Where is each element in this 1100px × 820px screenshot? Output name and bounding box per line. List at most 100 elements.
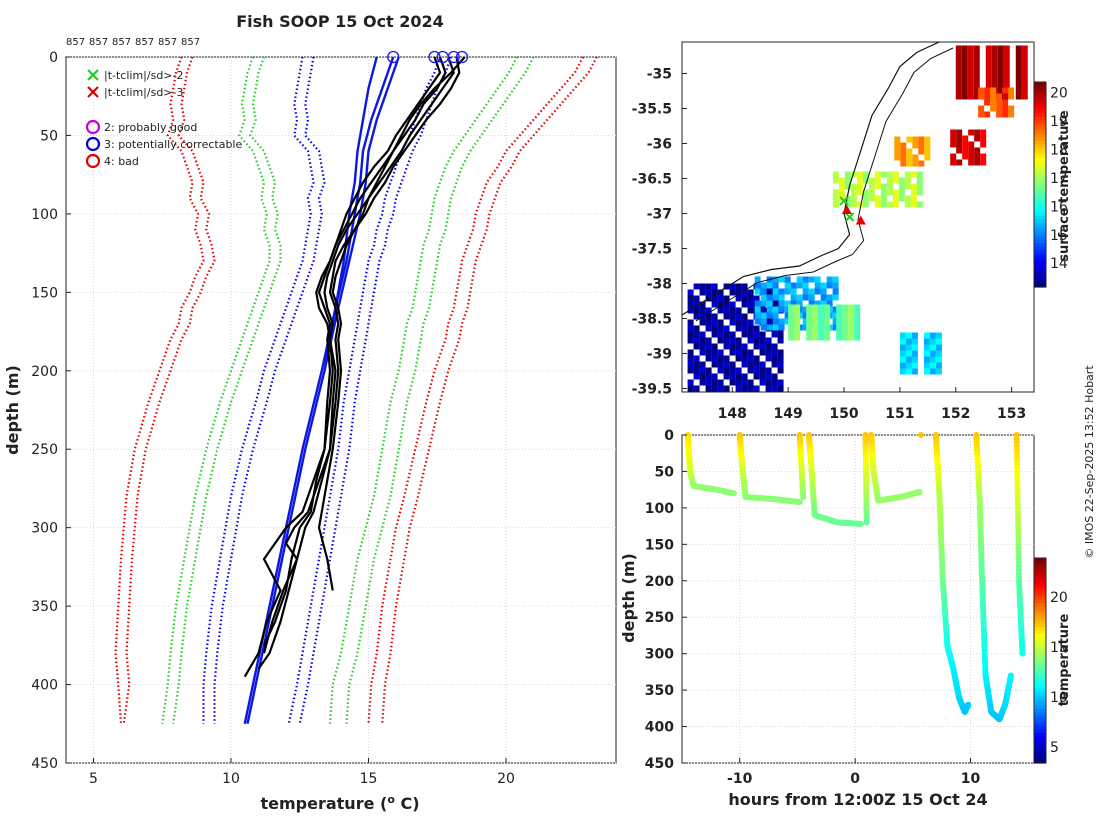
sst-pixel <box>806 334 813 341</box>
sst-pixel <box>790 282 797 289</box>
sst-pixel <box>753 331 760 338</box>
x-axis-label-main: temperature ( <box>260 794 387 813</box>
sst-pixel <box>880 171 887 178</box>
sst-pixel <box>832 171 839 178</box>
sst-pixel <box>723 325 730 332</box>
sst-pixel <box>729 373 736 380</box>
sst-pixel <box>772 318 779 325</box>
sst-pixel <box>832 288 839 295</box>
sst-pixel <box>990 93 997 100</box>
sst-pixel <box>717 337 724 344</box>
clim-band-blue-high-2 <box>298 56 453 725</box>
sst-pixel <box>848 316 855 323</box>
sst-pixel <box>711 373 718 380</box>
sst-map-panel: 148 149 150 151 152 153 -35-35.5-36-36.5-37-3… <box>632 41 1072 422</box>
sst-pixel <box>924 154 931 161</box>
sst-pixel <box>711 295 718 302</box>
sst-pixel <box>699 319 706 326</box>
sst-pixel <box>911 368 918 375</box>
sst-pixel <box>747 337 754 344</box>
sst-pixel <box>790 300 797 307</box>
sst-pixel <box>842 328 849 335</box>
sst-pixel <box>991 75 998 82</box>
sst-pixel <box>771 385 778 392</box>
temperature-colorbar-segment <box>1034 684 1046 689</box>
left-y-tick-label: 150 <box>31 285 58 301</box>
sst-pixel <box>778 288 785 295</box>
sst-pixel <box>693 361 700 368</box>
sst-pixel <box>687 319 694 326</box>
temperature-colorbar: 5 10 15 20 <box>1033 557 1068 764</box>
sst-pixel <box>961 81 968 88</box>
sst-pixel <box>854 334 861 341</box>
sst-pixel <box>905 338 912 345</box>
sst-pixel <box>955 81 962 88</box>
sst-pixel <box>956 159 963 166</box>
sst-pixel <box>836 334 843 341</box>
sst-pixel <box>699 373 706 380</box>
sst-pixel <box>824 304 831 311</box>
chart-title: Fish SOOP 15 Oct 2024 <box>236 12 444 31</box>
sst-pixel <box>850 195 857 202</box>
sst-pixel <box>747 331 754 338</box>
sst-colorbar-segment <box>1034 187 1046 192</box>
temperature-colorbar-segment <box>1034 633 1046 638</box>
sst-pixel <box>1002 105 1009 112</box>
sst-pixel <box>974 135 981 142</box>
sst-pixel <box>760 300 767 307</box>
sst-pixel <box>759 367 766 374</box>
map-y-ticks: -35 -35.5 -36 -36.5 -37 -37.5 -38 -38.5 -39 -39.5 <box>632 67 687 398</box>
temperature-colorbar-segment <box>1034 739 1046 744</box>
sst-pixel <box>912 136 919 143</box>
sst-pixel <box>735 289 742 296</box>
sst-pixel <box>911 356 918 363</box>
sensor-markers <box>839 196 866 225</box>
legend-marker-circle <box>85 119 101 135</box>
sst-pixel <box>899 356 906 363</box>
track-point <box>917 432 924 438</box>
track-y-tick-label: 350 <box>645 683 674 699</box>
track-y-tick-label: 400 <box>645 720 674 736</box>
sst-pixel <box>717 355 724 362</box>
sst-colorbar-segment <box>1034 143 1046 148</box>
sst-pixel <box>747 295 754 302</box>
sst-pixel <box>836 304 843 311</box>
sst-pixel <box>856 189 863 196</box>
map-x-tick-label: 149 <box>774 406 803 422</box>
sst-pixel <box>842 304 849 311</box>
sst-pixel <box>818 310 825 317</box>
sst-pixel <box>729 283 736 290</box>
sst-pixel <box>753 343 760 350</box>
sst-pixel <box>723 331 730 338</box>
sst-pixel <box>772 324 779 331</box>
sst-pixel <box>911 344 918 351</box>
sst-pixel <box>705 325 712 332</box>
sst-pixel <box>765 289 772 296</box>
sst-pixel <box>784 288 791 295</box>
sst-pixel <box>929 338 936 345</box>
sst-pixel <box>766 300 773 307</box>
sst-colorbar-segment <box>1034 82 1046 87</box>
sst-pixel <box>790 288 797 295</box>
sst-colorbar-segment <box>1034 191 1046 196</box>
sst-pixel <box>892 201 899 208</box>
sst-pixel <box>832 177 839 184</box>
sst-pixel <box>924 136 931 143</box>
sst-pixel <box>717 349 724 356</box>
sst-pixel <box>868 189 875 196</box>
sst-pixel <box>962 135 969 142</box>
sst-colorbar-segment <box>1034 105 1046 110</box>
sst-pixel <box>687 289 694 296</box>
sst-pixel <box>1021 75 1028 82</box>
sst-pixel <box>991 51 998 58</box>
sst-pixel <box>808 294 815 301</box>
sst-pixel <box>836 322 843 329</box>
sst-pixel <box>723 301 730 308</box>
sst-pixel <box>935 338 942 345</box>
sst-pixel <box>717 289 724 296</box>
temperature-colorbar-segment <box>1034 694 1046 699</box>
temperature-colorbar-segment <box>1034 677 1046 682</box>
sst-pixel <box>771 355 778 362</box>
track-y-axis-label: depth (m) <box>619 553 638 643</box>
clim-band-blue-low-2 <box>213 56 326 724</box>
